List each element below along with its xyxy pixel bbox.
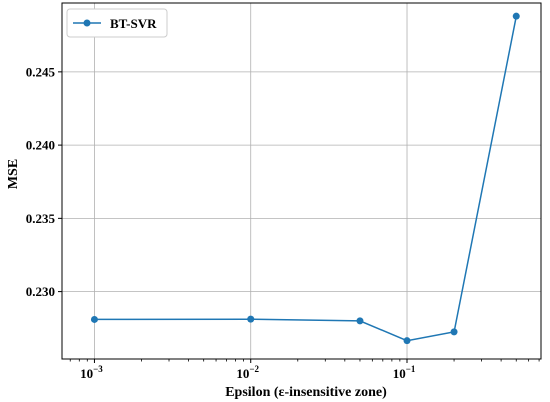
- grid-lines: [62, 3, 541, 359]
- y-tick-label: 0.230: [26, 284, 55, 299]
- legend: BT-SVR: [66, 8, 168, 38]
- plot-frame: [61, 2, 542, 360]
- data-point: [247, 315, 255, 323]
- x-tick-label: 10−1: [393, 364, 416, 381]
- data-point: [450, 328, 458, 336]
- series-line-bt-svr: [94, 16, 518, 342]
- x-tick-label: 10−3: [80, 364, 103, 381]
- y-tick-label: 0.245: [26, 64, 56, 79]
- data-point: [356, 317, 364, 325]
- y-tick-label: 0.235: [26, 211, 56, 226]
- x-axis-title: Epsilon (ε-insensitive zone): [225, 385, 387, 400]
- series-layer: [90, 12, 520, 345]
- x-tick-label: 10−2: [236, 364, 259, 381]
- data-point: [90, 315, 98, 323]
- legend-marker-swatch: [83, 19, 91, 27]
- y-axis-title: MSE: [6, 159, 21, 189]
- legend-box: [66, 8, 168, 38]
- tick-layer: 0.230 0.235 0.240 0.245 10−3 10−2 10−1: [26, 64, 416, 381]
- legend-label: BT-SVR: [110, 16, 157, 31]
- y-tick-label: 0.240: [26, 138, 55, 153]
- data-point: [403, 337, 411, 345]
- data-point: [512, 12, 520, 20]
